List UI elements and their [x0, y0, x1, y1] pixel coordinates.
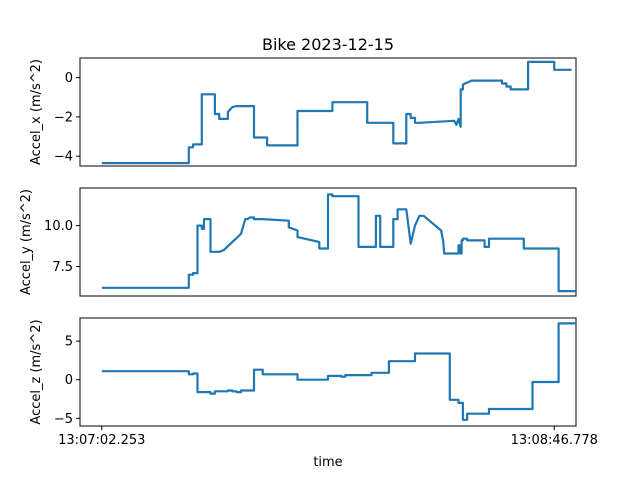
x-axis-label: time — [313, 455, 342, 470]
y-tick-label: −4 — [54, 150, 73, 165]
x-tick-label: 13:07:02.253 — [58, 433, 145, 448]
y-tick-label: 10.0 — [44, 219, 73, 234]
y-axis-label: Accel_y (m/s^2) — [19, 189, 34, 295]
y-tick-label: −2 — [54, 110, 73, 125]
plot-frame — [79, 317, 577, 427]
y-tick-label: 0 — [65, 71, 73, 86]
series-line — [101, 60, 572, 165]
y-tick-label: 5 — [65, 335, 73, 350]
plot-frame — [79, 57, 577, 167]
series-accel-x — [101, 60, 572, 165]
y-tick-label: 7.5 — [52, 260, 73, 275]
x-ticks: 13:07:02.253 13:08:46.778 — [58, 426, 598, 448]
series-accel-y — [101, 193, 576, 293]
series-line — [101, 193, 576, 293]
y-ticks: 0 −2 −4 — [54, 71, 80, 165]
chart-title: Bike 2023-12-15 — [262, 35, 394, 54]
series-line — [101, 322, 576, 421]
series-accel-z — [101, 322, 576, 421]
y-ticks: 7.5 10.0 — [44, 219, 80, 275]
plot-frame — [79, 187, 577, 297]
subplot-accel-z: Accel_z (m/s^2) 5 0 −5 13:07:02.253 13:08:4… — [29, 317, 598, 470]
y-axis-label: Accel_x (m/s^2) — [29, 59, 44, 165]
y-ticks: 5 0 −5 — [54, 335, 80, 427]
subplot-accel-y: Accel_y (m/s^2) 7.5 10.0 — [19, 187, 577, 297]
x-tick-label: 13:08:46.778 — [511, 433, 598, 448]
subplot-accel-x: Accel_x (m/s^2) 0 −2 −4 — [29, 57, 577, 167]
y-tick-label: 0 — [65, 373, 73, 388]
y-axis-label: Accel_z (m/s^2) — [29, 319, 44, 424]
y-tick-label: −5 — [54, 412, 73, 427]
